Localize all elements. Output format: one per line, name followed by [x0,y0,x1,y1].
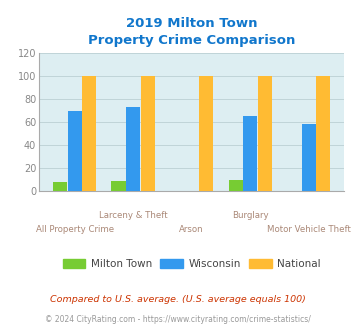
Bar [243,116,257,191]
Text: © 2024 CityRating.com - https://www.cityrating.com/crime-statistics/: © 2024 CityRating.com - https://www.city… [45,315,310,324]
Bar [82,76,96,191]
Text: Arson: Arson [179,225,204,234]
Bar [111,181,126,191]
Bar [229,180,242,191]
Bar [126,107,140,191]
Bar [302,124,316,191]
Text: Compared to U.S. average. (U.S. average equals 100): Compared to U.S. average. (U.S. average … [50,295,305,304]
Bar [53,182,67,191]
Text: Burglary: Burglary [232,211,269,220]
Bar [258,76,272,191]
Text: Motor Vehicle Theft: Motor Vehicle Theft [267,225,351,234]
Title: 2019 Milton Town
Property Crime Comparison: 2019 Milton Town Property Crime Comparis… [88,17,295,48]
Bar [199,76,213,191]
Bar [141,76,155,191]
Text: Larceny & Theft: Larceny & Theft [99,211,168,220]
Bar [316,76,331,191]
Legend: Milton Town, Wisconsin, National: Milton Town, Wisconsin, National [58,255,325,273]
Text: All Property Crime: All Property Crime [36,225,114,234]
Bar [67,111,82,191]
